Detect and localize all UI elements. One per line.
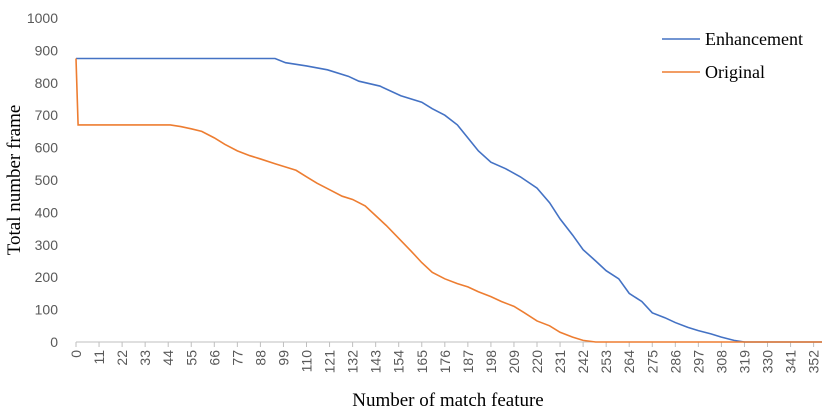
y-tick-label: 900	[35, 42, 59, 58]
data-line	[76, 57, 822, 343]
x-tick-label: 242	[575, 350, 591, 374]
x-tick-label: 154	[391, 350, 407, 374]
x-tick-label: 209	[506, 350, 522, 374]
x-tick-label: 319	[736, 350, 752, 374]
x-tick-label: 22	[114, 350, 130, 366]
x-tick-label: 99	[275, 350, 291, 366]
y-tick-label: 800	[35, 75, 59, 91]
x-tick-label: 132	[345, 350, 361, 374]
x-tick-label: 198	[483, 350, 499, 374]
x-tick-label: 286	[667, 350, 683, 374]
x-tick-label: 341	[783, 350, 799, 374]
x-tick-label: 121	[322, 350, 338, 374]
x-tick-label: 187	[460, 350, 476, 374]
x-tick-label: 264	[621, 350, 637, 374]
y-tick-label: 500	[35, 172, 59, 188]
y-tick-label: 400	[35, 204, 59, 220]
x-tick-label: 308	[713, 350, 729, 374]
y-tick-label: 200	[35, 269, 59, 285]
y-tick-label: 700	[35, 107, 59, 123]
y-tick-label: 600	[35, 140, 59, 156]
x-tick-label: 11	[91, 350, 107, 365]
legend-label: Original	[705, 62, 765, 82]
x-tick-label: 0	[68, 350, 84, 358]
x-tick-label: 66	[206, 350, 222, 366]
x-tick-label: 33	[137, 350, 153, 366]
legend-label: Enhancement	[705, 29, 803, 49]
x-tick-label: 44	[160, 350, 176, 366]
x-tick-label: 143	[368, 350, 384, 374]
y-tick-label: 0	[50, 334, 58, 350]
x-axis-title: Number of match feature	[352, 390, 544, 411]
y-axis-title: Total number frame	[4, 105, 25, 256]
x-tick-label: 77	[229, 350, 245, 366]
x-tick-label: 231	[552, 350, 568, 374]
y-tick-label: 300	[35, 237, 59, 253]
x-tick-label: 165	[414, 350, 430, 374]
y-tick-label: 1000	[27, 10, 58, 26]
x-tick-label: 297	[690, 350, 706, 374]
x-tick-label: 275	[644, 350, 660, 374]
x-tick-label: 110	[299, 350, 315, 373]
data-line	[75, 58, 822, 343]
x-tick-label: 55	[183, 350, 199, 366]
x-tick-label: 352	[806, 350, 822, 374]
x-tick-label: 253	[598, 350, 614, 374]
x-tick-label: 176	[437, 350, 453, 374]
y-tick-label: 100	[35, 302, 59, 318]
x-tick-label: 88	[252, 350, 268, 366]
x-tick-label: 330	[760, 350, 776, 374]
x-tick-label: 220	[529, 350, 545, 374]
